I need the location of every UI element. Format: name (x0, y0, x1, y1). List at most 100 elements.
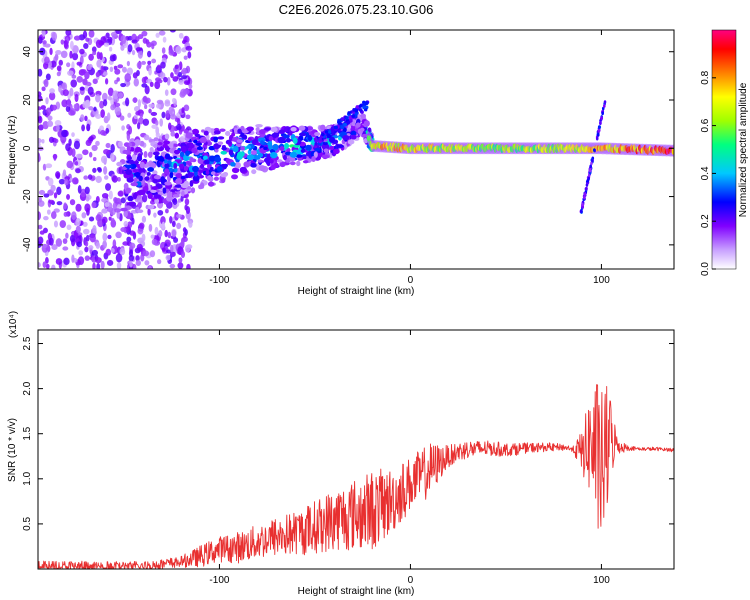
spectrogram-cell (278, 129, 285, 135)
spectrogram-cell (246, 154, 254, 161)
snr-x-ticks: -100 0 100 (209, 330, 610, 586)
spectrogram-cell (124, 73, 132, 83)
spectrogram-cell (100, 260, 105, 269)
spectrogram-cell (91, 201, 97, 209)
spectrogram-cell (120, 35, 127, 45)
spectrogram-cell (40, 105, 46, 110)
spectrogram-cell (177, 262, 184, 269)
spectrogram-cell (88, 106, 94, 111)
spectrogram-cell (141, 60, 146, 65)
spectrogram-cell (135, 255, 140, 262)
spectrogram-cell (185, 150, 190, 157)
spectrogram-cell (135, 111, 141, 116)
spectrogram-cell (148, 108, 152, 114)
spectrogram-cell (127, 44, 133, 53)
spectrogram-cell (81, 212, 87, 219)
spectrogram-cell (84, 246, 89, 253)
spectrogram-cell (119, 247, 126, 256)
spectrogram-cell (173, 149, 181, 155)
spectrogram-cell (41, 86, 46, 92)
spectrogram-cell (58, 178, 65, 185)
spectrogram-cell (179, 135, 185, 142)
spectrogram-cell (175, 45, 182, 54)
spectrogram-cell (53, 220, 59, 228)
spectrogram-cell (236, 139, 243, 143)
spectrogram-cell (255, 124, 263, 128)
spectrogram-cell (45, 263, 50, 269)
spectrogram-cell (147, 60, 152, 65)
spectrogram-cell (174, 132, 180, 139)
spectrogram-cell (355, 122, 361, 128)
spectrogram-cell (135, 259, 141, 266)
spectrogram-cell (228, 149, 234, 156)
spectrogram-cell (38, 142, 41, 147)
spectrogram-cell (171, 229, 177, 237)
spectrogram-cell (155, 119, 159, 126)
spectrogram-cell (236, 153, 243, 160)
spectrogram-cell (152, 151, 160, 156)
spectrogram-cell (111, 175, 118, 183)
spectrogram-cell (88, 151, 93, 158)
spectrogram-cell (196, 146, 203, 151)
spectrogram-cell (42, 40, 47, 45)
spectrogram-cell (592, 148, 596, 152)
spectrogram-cell (170, 113, 176, 120)
spectrogram-cell (126, 81, 131, 86)
spectrogram-y-tick-label: 0 (22, 145, 33, 151)
spectrogram-cell (101, 92, 108, 102)
spectrogram-cell (187, 172, 195, 177)
spectrogram-cell (327, 130, 332, 134)
spectrogram-cell (168, 142, 174, 149)
spectrogram-cell (69, 234, 76, 243)
colorbar-gradient (711, 29, 737, 270)
spectrogram-cell (289, 157, 296, 162)
spectrogram-cell (82, 30, 88, 39)
spectrogram-cell (155, 32, 160, 38)
spectrogram-cell (583, 195, 586, 200)
spectrogram-cell (67, 70, 74, 77)
spectrogram-cell (330, 126, 335, 131)
spectrogram-cell (87, 64, 92, 71)
spectrogram-cell (121, 66, 127, 73)
snr-y-ticks: 0.5 1.0 1.5 2.0 2.5 (22, 336, 674, 531)
spectrogram-cell (107, 36, 113, 43)
spectrogram-cell (102, 240, 107, 249)
spectrogram-cell (115, 30, 122, 35)
spectrogram-cell (601, 111, 604, 116)
spectrogram-cell (213, 130, 221, 135)
spectrogram-cell (164, 181, 172, 186)
spectrogram-cell (45, 73, 51, 81)
spectrogram-cell (292, 137, 298, 144)
spectrogram-cell (38, 138, 42, 144)
spectrogram-cell (151, 43, 155, 50)
spectrogram-cell (117, 190, 124, 197)
spectrogram-cell (110, 104, 116, 111)
spectrogram-cell (314, 131, 321, 137)
spectrogram-cell (311, 155, 316, 162)
spectrogram-cell (120, 82, 127, 88)
spectrogram-cell (100, 109, 105, 118)
spectrogram-cell (131, 155, 137, 162)
spectrogram-cell (119, 115, 125, 121)
spectrogram-cell (92, 167, 97, 173)
spectrogram-cell (330, 129, 335, 133)
spectrogram-cell (74, 93, 79, 103)
spectrogram-cell (588, 168, 592, 173)
spectrogram-cell (300, 148, 306, 153)
spectrogram-cell (99, 100, 105, 109)
spectrogram-cell (92, 156, 97, 162)
spectrogram-cell (107, 87, 114, 97)
spectrogram-cell (251, 169, 257, 175)
spectrogram-cell (38, 115, 43, 124)
spectrogram-cell (351, 119, 356, 127)
spectrogram-cell (185, 132, 193, 139)
spectrogram-cell (61, 99, 68, 108)
spectrogram-cell (144, 97, 151, 104)
spectrogram-cell (125, 97, 130, 107)
spectrogram-cell (180, 145, 187, 153)
spectrogram-cell (114, 208, 121, 213)
spectrogram-cell (56, 65, 62, 72)
spectrogram-cell (581, 202, 584, 207)
spectrogram-cell (132, 72, 138, 79)
spectrogram-cell (95, 140, 100, 146)
